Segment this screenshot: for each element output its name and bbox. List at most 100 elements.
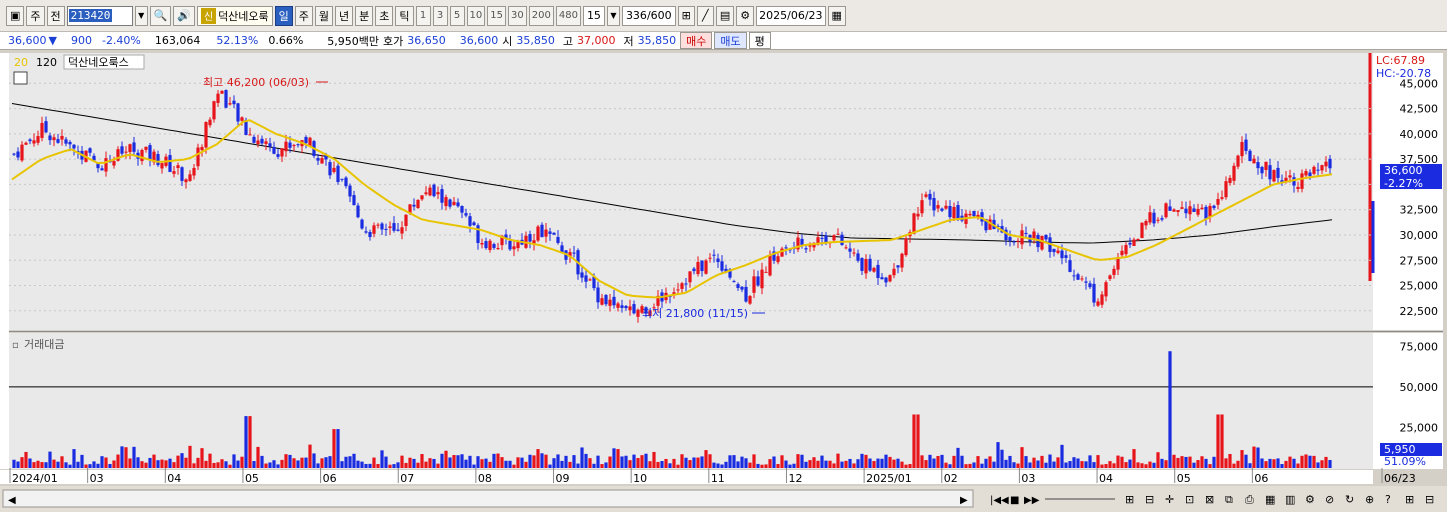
candle-body <box>1212 205 1216 209</box>
candle-body <box>812 242 816 248</box>
prev-button[interactable]: 전 <box>46 5 65 26</box>
count-field[interactable]: 336/600 <box>621 5 676 26</box>
candle-body <box>376 224 380 226</box>
interval-3-button[interactable]: 3 <box>432 5 448 26</box>
chevron-down-icon[interactable]: ▼ <box>134 5 148 26</box>
stock-code-input[interactable]: 213420 <box>66 5 133 26</box>
zoom-out-icon[interactable]: ⊟ <box>1145 493 1154 506</box>
horizontal-scrollbar[interactable] <box>2 489 974 508</box>
layout-icon[interactable]: ▣ <box>6 5 25 26</box>
volume-bar <box>336 429 340 468</box>
calendar-icon[interactable]: ▦ <box>827 5 846 26</box>
gear-icon[interactable]: ⚙ <box>736 5 755 26</box>
settings-icon[interactable]: ⚙ <box>1305 493 1315 506</box>
period-tick-tab[interactable]: 틱 <box>395 5 414 26</box>
buy-button[interactable]: 매수 <box>680 32 713 49</box>
interval-5-button[interactable]: 5 <box>449 5 465 26</box>
scroll-right-icon[interactable]: ▶ <box>960 495 968 506</box>
chart-type-icon[interactable]: ▥ <box>1285 493 1295 506</box>
volume-bar <box>948 464 952 468</box>
volume-bar <box>416 462 420 468</box>
save-icon[interactable]: ▤ <box>715 5 735 26</box>
interval-15-button[interactable]: 15 <box>487 5 507 26</box>
candle-body <box>848 248 852 252</box>
candle-body <box>20 144 24 161</box>
candle-body <box>740 286 744 290</box>
interval-30-button[interactable]: 30 <box>508 5 527 26</box>
volume-bar <box>564 455 568 468</box>
print-icon[interactable]: ⎙ <box>1245 493 1254 506</box>
interval-1-button[interactable]: 1 <box>415 5 431 26</box>
sell-button[interactable]: 매도 <box>714 32 747 49</box>
volume-panel[interactable] <box>9 333 1373 469</box>
candle-body <box>616 303 620 308</box>
refresh-icon[interactable]: ↻ <box>1345 493 1354 506</box>
candle-body <box>1204 206 1208 220</box>
close-panel-icon[interactable]: ⊟ <box>1425 493 1434 506</box>
period-year-tab[interactable]: 년 <box>335 5 354 26</box>
current-change-label: -2.27% <box>1384 177 1423 190</box>
search-icon[interactable]: 🔍 <box>149 5 172 26</box>
date-field[interactable]: 2025/06/23 <box>756 5 826 26</box>
interval-480-button[interactable]: 480 <box>555 5 581 26</box>
candle-body <box>412 204 416 207</box>
candle-body <box>60 135 64 140</box>
candle-body <box>256 140 260 145</box>
maximize-icon[interactable]: ⊞ <box>1405 493 1414 506</box>
candle-body <box>692 268 696 272</box>
stock-mode-button[interactable]: 주 <box>26 5 45 26</box>
volume-bar <box>1152 462 1156 468</box>
volume-bar <box>1288 456 1292 468</box>
draw-tool-icon[interactable]: ╱ <box>696 5 714 26</box>
candle-body <box>540 224 544 238</box>
volume-collapse-icon[interactable]: ▫ <box>12 340 19 351</box>
volume-bar <box>1196 460 1200 468</box>
fit-icon[interactable]: ⊡ <box>1185 493 1194 506</box>
interval-200-button[interactable]: 200 <box>528 5 554 26</box>
interval-select[interactable]: 15 <box>582 5 605 26</box>
sound-icon[interactable]: 🔊 <box>173 5 196 26</box>
fast-forward-icon[interactable]: ▶▶ <box>1024 495 1040 506</box>
price-panel[interactable] <box>9 53 1373 330</box>
stock-chart[interactable]: 45,00042,50040,00037,50035,00032,50030,0… <box>0 51 1447 512</box>
volume-bar <box>536 449 540 468</box>
view-icon[interactable]: ⊠ <box>1205 493 1214 506</box>
volume-last-value: 5,950 <box>1384 443 1416 456</box>
zoom-in-icon[interactable]: ⊞ <box>1125 493 1134 506</box>
crosshair-icon[interactable]: ✛ <box>1165 493 1174 506</box>
volume-value-marker <box>1380 443 1442 456</box>
candle-body <box>368 231 372 238</box>
rewind-icon[interactable]: |◀◀ <box>990 495 1009 506</box>
scroll-left-icon[interactable]: ◀ <box>8 495 16 506</box>
volume-bar <box>1024 456 1028 468</box>
volume-bar <box>1212 456 1216 468</box>
candle-body <box>748 296 752 304</box>
candle-body <box>824 235 828 243</box>
candle-body <box>684 283 688 285</box>
period-day-tab[interactable]: 일 <box>274 5 293 26</box>
table-icon[interactable] <box>13 71 28 85</box>
copy-icon[interactable]: ⧉ <box>1225 493 1233 506</box>
stock-name-field[interactable]: 신 덕산네오룩 <box>197 5 273 26</box>
grid-icon[interactable]: ▦ <box>1265 493 1275 506</box>
eval-button[interactable]: 평 <box>748 32 771 49</box>
candle-body <box>1064 255 1068 258</box>
current-change-marker <box>1380 177 1442 189</box>
chart-canvas[interactable]: 45,00042,50040,00037,50035,00032,50030,0… <box>0 51 1447 512</box>
period-month-tab[interactable]: 월 <box>314 5 334 26</box>
help-icon[interactable]: ? <box>1385 493 1391 506</box>
period-minute-tab[interactable]: 분 <box>355 5 374 26</box>
stop-icon[interactable]: ■ <box>1010 495 1019 506</box>
period-second-tab[interactable]: 초 <box>375 5 394 26</box>
candle-body <box>1256 162 1260 169</box>
interval-10-button[interactable]: 10 <box>466 5 486 26</box>
candle-body <box>1268 165 1272 180</box>
lock-icon[interactable]: ⊕ <box>1365 493 1374 506</box>
chevron-down-icon[interactable]: ▼ <box>606 5 620 26</box>
candle-body <box>804 248 808 250</box>
price-tick-label: 32,500 <box>1400 204 1439 217</box>
candle-body <box>392 223 396 231</box>
indicator-icon[interactable]: ⊞ <box>677 5 695 26</box>
link-icon[interactable]: ⊘ <box>1325 493 1334 506</box>
period-week-tab[interactable]: 주 <box>294 5 313 26</box>
